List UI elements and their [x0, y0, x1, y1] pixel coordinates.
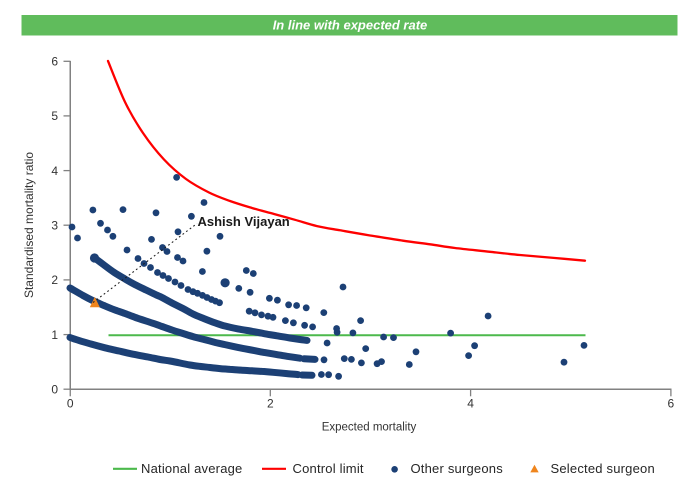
svg-text:1: 1 [51, 328, 58, 342]
svg-text:3: 3 [51, 218, 58, 232]
svg-text:0: 0 [51, 382, 58, 396]
svg-text:Selected surgeon: Selected surgeon [551, 461, 655, 476]
svg-text:2: 2 [267, 397, 274, 411]
svg-text:National average: National average [141, 461, 243, 476]
svg-text:5: 5 [51, 109, 58, 123]
svg-text:Control limit: Control limit [293, 461, 364, 476]
svg-text:Ashish Vijayan: Ashish Vijayan [198, 214, 290, 229]
svg-text:4: 4 [467, 397, 474, 411]
svg-text:2: 2 [51, 273, 58, 287]
svg-text:Standardised mortality ratio: Standardised mortality ratio [22, 152, 36, 298]
svg-text:Expected mortality: Expected mortality [322, 422, 417, 434]
svg-text:0: 0 [67, 397, 74, 411]
svg-text:4: 4 [51, 164, 58, 178]
svg-text:In line with expected rate: In line with expected rate [273, 18, 428, 33]
svg-text:6: 6 [668, 397, 675, 411]
svg-text:Other surgeons: Other surgeons [411, 461, 504, 476]
svg-text:6: 6 [51, 55, 58, 69]
